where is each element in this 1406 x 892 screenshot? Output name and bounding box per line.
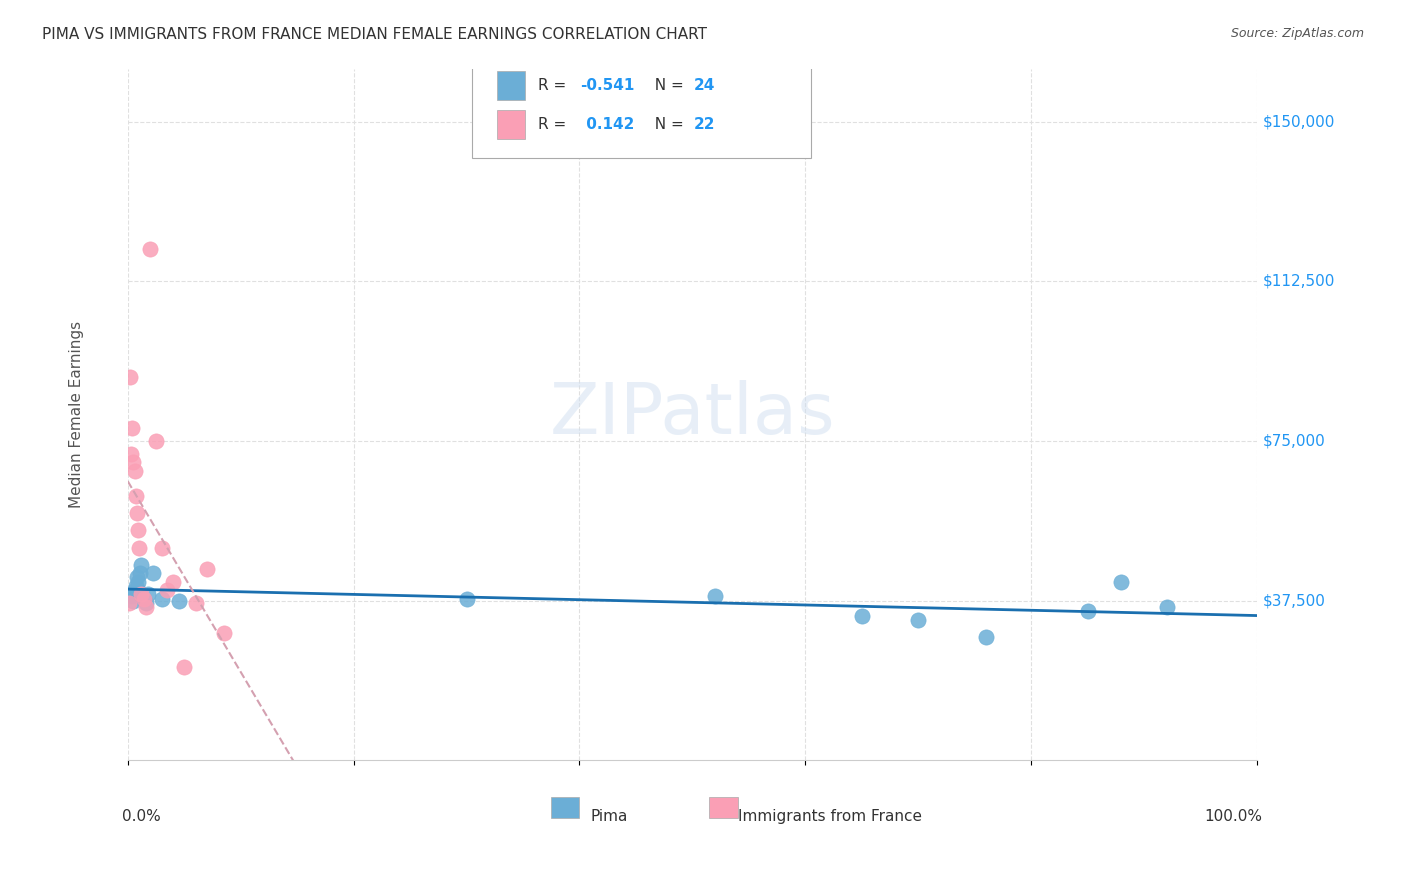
Point <box>118 596 141 610</box>
Point <box>118 370 141 384</box>
Text: R =: R = <box>537 117 571 132</box>
Point <box>122 593 145 607</box>
Point <box>125 507 148 521</box>
Point <box>150 541 173 555</box>
Point <box>139 243 162 257</box>
FancyBboxPatch shape <box>551 797 579 818</box>
Point <box>131 558 153 572</box>
Point <box>127 524 149 538</box>
Text: 100.0%: 100.0% <box>1205 809 1263 824</box>
FancyBboxPatch shape <box>496 71 526 100</box>
Point <box>456 591 478 606</box>
Point <box>184 596 207 610</box>
Point <box>145 434 167 448</box>
Text: Pima: Pima <box>591 809 628 824</box>
Text: R =: R = <box>537 78 571 93</box>
Point <box>125 570 148 584</box>
Text: 0.142: 0.142 <box>581 117 634 132</box>
Point <box>1077 604 1099 618</box>
Text: $112,500: $112,500 <box>1263 274 1334 289</box>
Point <box>120 447 142 461</box>
Text: PIMA VS IMMIGRANTS FROM FRANCE MEDIAN FEMALE EARNINGS CORRELATION CHART: PIMA VS IMMIGRANTS FROM FRANCE MEDIAN FE… <box>42 27 707 42</box>
FancyBboxPatch shape <box>709 797 738 818</box>
Text: $150,000: $150,000 <box>1263 114 1334 129</box>
Point <box>156 583 179 598</box>
Point <box>132 591 155 606</box>
Point <box>121 590 143 604</box>
Point <box>124 464 146 478</box>
Text: -0.541: -0.541 <box>581 78 636 93</box>
Point <box>120 587 142 601</box>
Point <box>121 421 143 435</box>
Point <box>127 574 149 589</box>
Text: 22: 22 <box>693 117 716 132</box>
Point <box>195 562 218 576</box>
Text: N =: N = <box>645 78 689 93</box>
FancyBboxPatch shape <box>496 110 526 139</box>
Point <box>212 625 235 640</box>
Text: 0.0%: 0.0% <box>122 809 160 824</box>
Text: Median Female Earnings: Median Female Earnings <box>69 321 84 508</box>
Point <box>124 490 146 504</box>
Point <box>132 591 155 606</box>
Point <box>128 541 150 555</box>
Point <box>136 587 159 601</box>
Text: ZIPatlas: ZIPatlas <box>550 380 835 449</box>
Point <box>150 591 173 606</box>
Point <box>131 587 153 601</box>
Point <box>129 566 152 580</box>
Text: $75,000: $75,000 <box>1263 434 1326 449</box>
Text: Immigrants from France: Immigrants from France <box>738 809 921 824</box>
Point <box>167 593 190 607</box>
FancyBboxPatch shape <box>472 62 811 159</box>
Point <box>907 613 929 627</box>
Text: N =: N = <box>645 117 689 132</box>
Point <box>1111 574 1133 589</box>
Point <box>162 574 184 589</box>
Point <box>122 455 145 469</box>
Point <box>703 590 725 604</box>
Point <box>128 585 150 599</box>
Point <box>135 600 157 615</box>
Text: $37,500: $37,500 <box>1263 593 1326 608</box>
Point <box>173 659 195 673</box>
Point <box>135 596 157 610</box>
Point <box>124 583 146 598</box>
Point <box>974 630 997 644</box>
Text: 24: 24 <box>693 78 714 93</box>
Point <box>124 579 146 593</box>
Point <box>1156 600 1178 615</box>
Point <box>142 566 165 580</box>
Point <box>851 608 873 623</box>
Text: Source: ZipAtlas.com: Source: ZipAtlas.com <box>1230 27 1364 40</box>
